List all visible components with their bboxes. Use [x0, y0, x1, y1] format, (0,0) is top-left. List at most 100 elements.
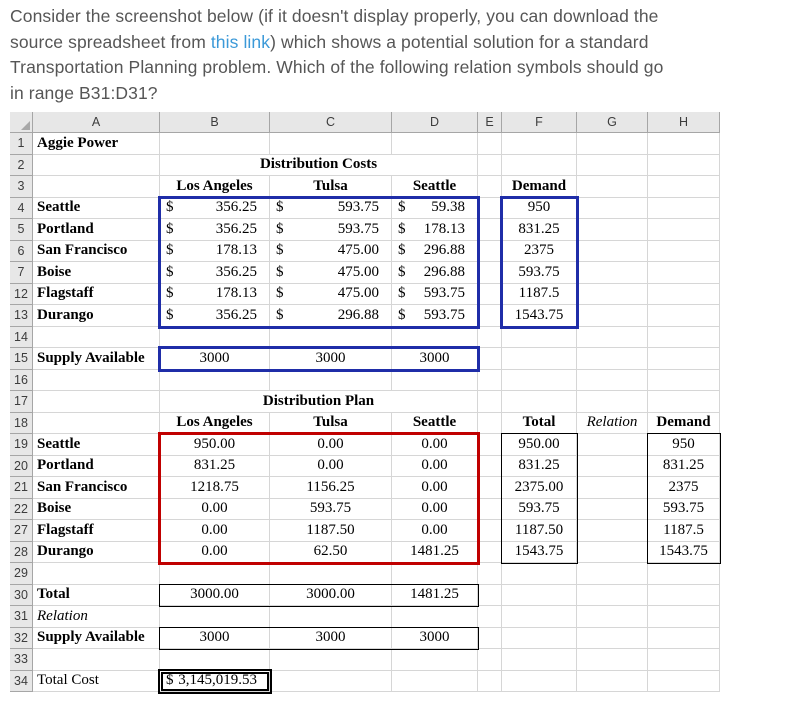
currency-symbol: $: [166, 263, 174, 280]
cell-D20: 0.00: [392, 455, 478, 477]
cell-F13: 1543.75: [502, 305, 577, 327]
cell-C14: [270, 326, 392, 348]
cell-C6: $475.00: [270, 240, 392, 262]
currency-symbol: $: [166, 672, 174, 689]
cell-value: 356.25: [215, 306, 257, 323]
cell-A19: Seattle: [33, 434, 160, 456]
row-header-18: 18: [10, 412, 33, 434]
row-header-13: 13: [10, 305, 33, 327]
cell-F2: [502, 154, 577, 176]
row-header-2: 2: [10, 154, 33, 176]
cell-value: 296.88: [337, 306, 379, 323]
column-header-B: B: [160, 112, 270, 133]
cell-A7: Boise: [33, 262, 160, 284]
cell-value: 356.25: [215, 263, 257, 280]
cell-value: 593.75: [423, 285, 465, 302]
cell-B13: $356.25: [160, 305, 270, 327]
cell-G16: [577, 369, 648, 391]
cell-A30: Total: [33, 584, 160, 606]
cell-value: 296.88: [423, 242, 465, 259]
cell-D12: $593.75: [392, 283, 478, 305]
cell-value: 593.75: [337, 220, 379, 237]
cell-A22: Boise: [33, 498, 160, 520]
cell-D15: 3000: [392, 348, 478, 370]
cell-value: 59.38: [431, 199, 465, 216]
cell-H28: 1543.75: [648, 541, 720, 563]
cell-C7: $475.00: [270, 262, 392, 284]
row-header-22: 22: [10, 498, 33, 520]
currency-symbol: $: [276, 263, 284, 280]
cell-C30: 3000.00: [270, 584, 392, 606]
cell-A34: Total Cost: [33, 670, 160, 692]
cell-H31: [648, 606, 720, 628]
cell-E1: [478, 133, 502, 155]
cell-C13: $296.88: [270, 305, 392, 327]
cell-G1: [577, 133, 648, 155]
cell-A14: [33, 326, 160, 348]
column-header-F: F: [502, 112, 577, 133]
row-header-1: 1: [10, 133, 33, 155]
cell-B7: $356.25: [160, 262, 270, 284]
row-header-14: 14: [10, 326, 33, 348]
cell-E6: [478, 240, 502, 262]
cell-G4: [577, 197, 648, 219]
cell-B20: 831.25: [160, 455, 270, 477]
cell-G14: [577, 326, 648, 348]
cell-H6: [648, 240, 720, 262]
cell-B27: 0.00: [160, 520, 270, 542]
cell-C19: 0.00: [270, 434, 392, 456]
cell-E5: [478, 219, 502, 241]
cell-G22: [577, 498, 648, 520]
cell-E7: [478, 262, 502, 284]
cell-G12: [577, 283, 648, 305]
currency-symbol: $: [398, 199, 406, 216]
cell-D6: $296.88: [392, 240, 478, 262]
cell-G3: [577, 176, 648, 198]
cell-G19: [577, 434, 648, 456]
cell-F29: [502, 563, 577, 585]
cell-A33: [33, 649, 160, 671]
currency-symbol: $: [398, 263, 406, 280]
cell-G13: [577, 305, 648, 327]
cell-B1: [160, 133, 270, 155]
cell-H3: [648, 176, 720, 198]
row-header-29: 29: [10, 563, 33, 585]
cell-D31: [392, 606, 478, 628]
cell-H2: [648, 154, 720, 176]
cell-A27: Flagstaff: [33, 520, 160, 542]
cell-H27: 1187.5: [648, 520, 720, 542]
cell-E14: [478, 326, 502, 348]
cell-F16: [502, 369, 577, 391]
cell-H4: [648, 197, 720, 219]
cell-E30: [478, 584, 502, 606]
question-line-2-after: ) which shows a potential solution for a…: [270, 31, 649, 52]
cell-G6: [577, 240, 648, 262]
cell-D28: 1481.25: [392, 541, 478, 563]
currency-symbol: $: [166, 242, 174, 259]
row-header-16: 16: [10, 369, 33, 391]
cell-F30: [502, 584, 577, 606]
cell-D30: 1481.25: [392, 584, 478, 606]
row-header-30: 30: [10, 584, 33, 606]
cell-H19: 950: [648, 434, 720, 456]
cell-F3: Demand: [502, 176, 577, 198]
cell-D7: $296.88: [392, 262, 478, 284]
cell-G28: [577, 541, 648, 563]
cell-value: 296.88: [423, 263, 465, 280]
cell-C12: $475.00: [270, 283, 392, 305]
cell-F19: 950.00: [502, 434, 577, 456]
cell-F1: [502, 133, 577, 155]
row-header-17: 17: [10, 391, 33, 413]
cell-B22: 0.00: [160, 498, 270, 520]
currency-symbol: $: [398, 242, 406, 259]
currency-symbol: $: [276, 199, 284, 216]
cell-B33: [160, 649, 270, 671]
cell-B18: Los Angeles: [160, 412, 270, 434]
cell-F27: 1187.50: [502, 520, 577, 542]
cell-A5: Portland: [33, 219, 160, 241]
row-header-7: 7: [10, 262, 33, 284]
source-spreadsheet-link[interactable]: this link: [210, 31, 271, 52]
cell-G17: [577, 391, 648, 413]
currency-symbol: $: [398, 285, 406, 302]
